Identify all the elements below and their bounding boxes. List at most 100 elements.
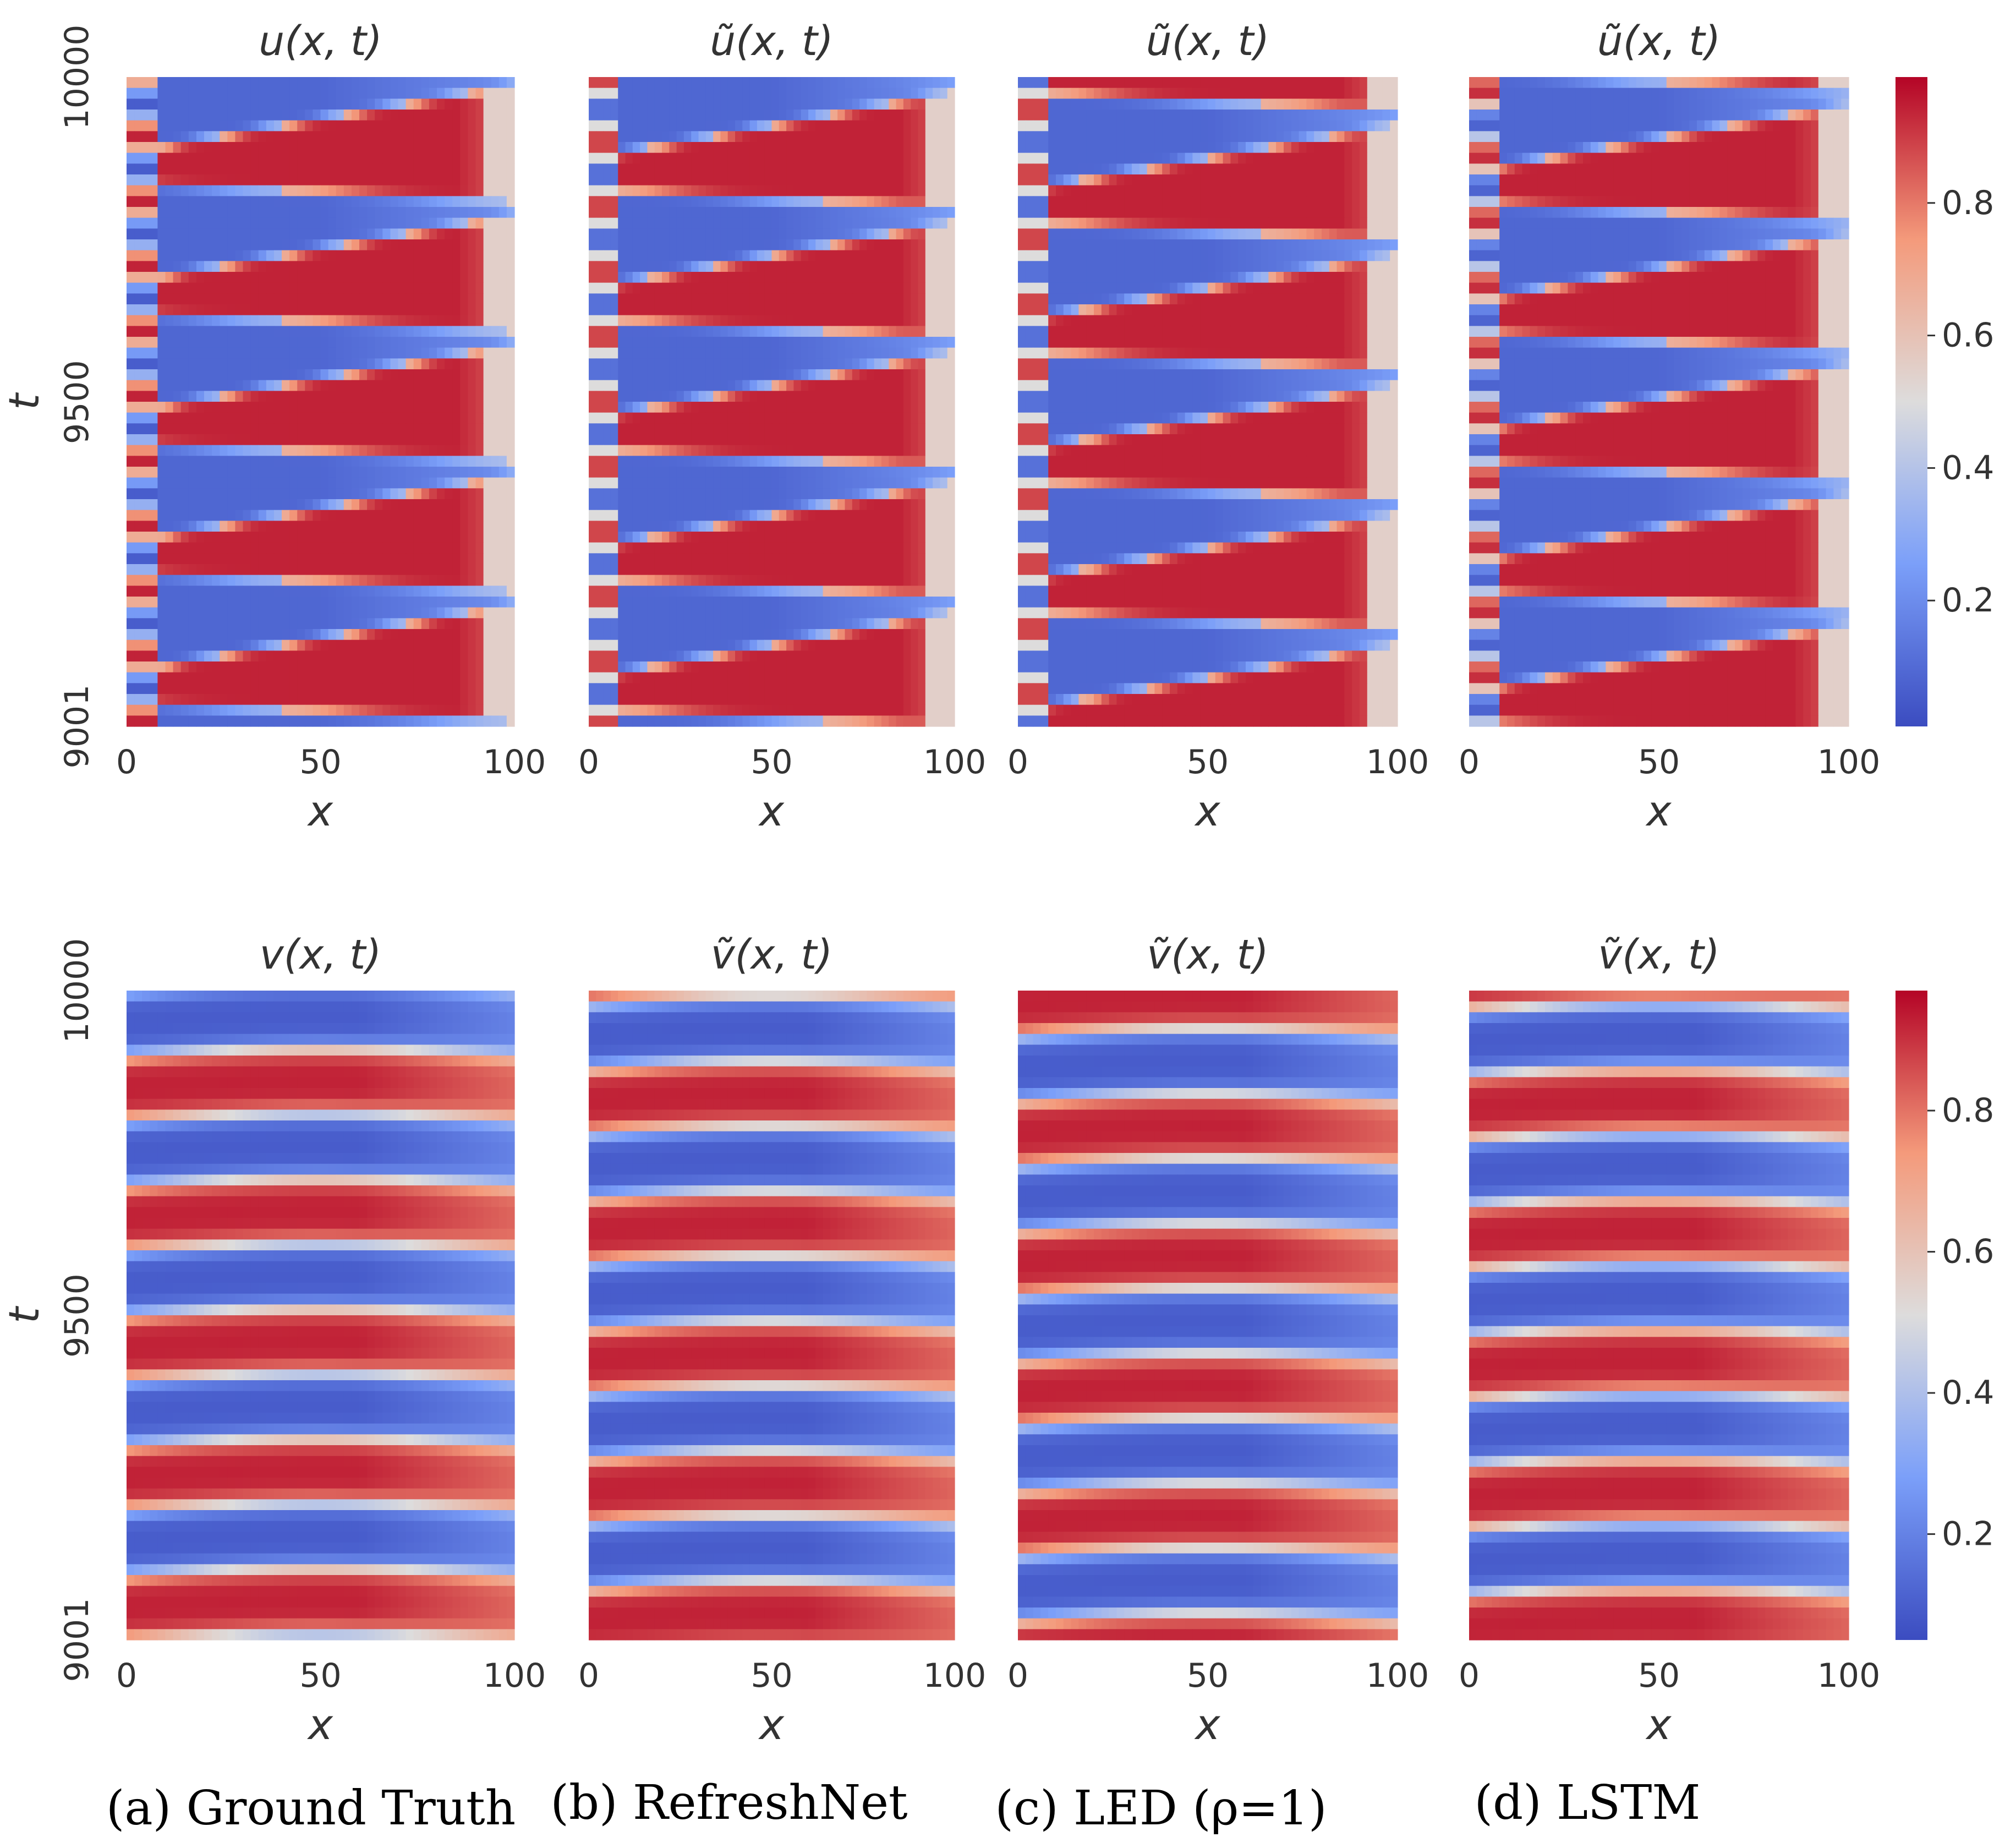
heatmap-cell: [273, 326, 282, 337]
heatmap-cell: [460, 358, 468, 370]
heatmap-cell: [676, 477, 684, 489]
heatmap-cell: [367, 532, 375, 543]
heatmap-cell: [815, 369, 824, 381]
heatmap-cell: [881, 488, 889, 500]
heatmap-cell: [235, 282, 244, 294]
heatmap-cell: [896, 217, 904, 229]
heatmap-cell: [220, 163, 228, 175]
heatmap-cell: [691, 304, 699, 316]
heatmap-cell: [764, 239, 773, 251]
heatmap-cell: [212, 152, 220, 164]
heatmap-cell: [498, 120, 507, 132]
heatmap-cell: [610, 423, 618, 435]
heatmap-cell: [328, 272, 337, 283]
heatmap-cell: [313, 131, 321, 143]
heatmap-cell: [212, 99, 220, 110]
heatmap-cell: [282, 445, 290, 456]
heatmap-cell: [793, 499, 802, 511]
heatmap-cell: [779, 391, 787, 402]
heatmap-cell: [398, 293, 407, 305]
heatmap-cell: [336, 272, 344, 283]
heatmap-cell: [452, 304, 461, 316]
heatmap-cell: [889, 163, 897, 175]
heatmap-cell: [801, 347, 809, 359]
heatmap-cell: [188, 88, 197, 99]
heatmap-cell: [837, 412, 846, 424]
heatmap-cell: [452, 488, 461, 500]
heatmap-cell: [749, 142, 758, 154]
heatmap-cell: [683, 402, 692, 413]
heatmap-cell: [367, 196, 375, 207]
heatmap-cell: [662, 88, 670, 99]
heatmap-cell: [220, 282, 228, 294]
heatmap-cell: [227, 110, 235, 121]
heatmap-cell: [204, 542, 212, 554]
heatmap-cell: [320, 597, 329, 608]
heatmap-cell: [127, 694, 135, 706]
heatmap-cell: [343, 315, 352, 326]
heatmap-cell: [925, 402, 933, 413]
heatmap-cell: [243, 412, 251, 424]
heatmap-cell: [282, 347, 290, 359]
heatmap-cell: [289, 77, 298, 89]
heatmap-cell: [727, 434, 736, 446]
heatmap-cell: [647, 423, 655, 435]
heatmap-cell: [896, 326, 904, 337]
heatmap-cell: [771, 380, 780, 391]
heatmap-cell: [491, 618, 500, 630]
heatmap-cell: [713, 380, 721, 391]
heatmap-cell: [375, 553, 383, 565]
heatmap-cell: [150, 174, 158, 186]
heatmap-cell: [220, 445, 228, 456]
heatmap-cell: [793, 326, 802, 337]
heatmap-cell: [596, 402, 604, 413]
heatmap-cell: [483, 131, 492, 143]
heatmap-cell: [654, 412, 662, 424]
heatmap-cell: [204, 467, 212, 478]
heatmap-cell: [874, 228, 882, 240]
heatmap-cell: [662, 434, 670, 446]
heatmap-cell: [235, 423, 244, 435]
heatmap-cell: [705, 488, 714, 500]
heatmap-cell: [180, 358, 189, 370]
heatmap-cell: [460, 423, 468, 435]
heatmap-cell: [367, 412, 375, 424]
heatmap-cell: [596, 499, 604, 511]
heatmap-cell: [764, 207, 773, 218]
heatmap-cell: [757, 315, 765, 326]
heatmap-cell: [305, 207, 313, 218]
heatmap-cell: [676, 282, 684, 294]
heatmap-cell: [235, 131, 244, 143]
heatmap-cell: [852, 326, 860, 337]
heatmap-cell: [173, 250, 182, 261]
heatmap-cell: [889, 326, 897, 337]
heatmap-cell: [150, 77, 158, 89]
heatmap-cell: [749, 131, 758, 143]
heatmap-cell: [460, 261, 468, 272]
heatmap-cell: [305, 185, 313, 196]
heatmap-cell: [468, 694, 476, 706]
heatmap-cell: [250, 261, 259, 272]
heatmap-cell: [220, 672, 228, 684]
heatmap-cell: [382, 650, 391, 662]
heatmap-cell: [375, 618, 383, 630]
heatmap-cell: [815, 423, 824, 435]
heatmap-cell: [903, 77, 911, 89]
heatmap-cell: [382, 488, 391, 500]
heatmap-cell: [596, 77, 604, 89]
heatmap-cell: [351, 477, 360, 489]
heatmap-cell: [429, 185, 437, 196]
heatmap-cell: [289, 228, 298, 240]
heatmap-cell: [727, 163, 736, 175]
heatmap-cell: [498, 347, 507, 359]
heatmap-cell: [764, 282, 773, 294]
heatmap-cell: [297, 521, 305, 532]
heatmap-cell: [874, 456, 882, 467]
heatmap-cell: [313, 532, 321, 543]
heatmap-cell: [382, 380, 391, 391]
heatmap-cell: [173, 347, 182, 359]
heatmap-cell: [336, 456, 344, 467]
heatmap-cell: [596, 88, 604, 99]
heatmap-cell: [150, 315, 158, 326]
heatmap-cell: [445, 99, 453, 110]
